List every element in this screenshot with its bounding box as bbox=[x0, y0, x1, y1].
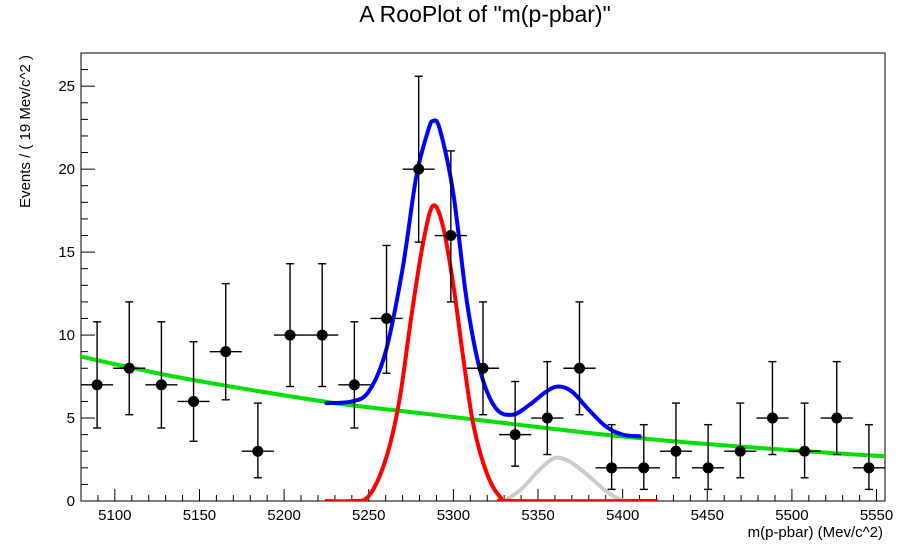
data-marker bbox=[188, 395, 200, 407]
data-point bbox=[306, 263, 339, 388]
chart-title: A RooPlot of "m(p-pbar)" bbox=[359, 1, 611, 27]
data-point bbox=[209, 282, 242, 401]
data-point bbox=[531, 360, 564, 456]
y-tick-label: 15 bbox=[58, 244, 75, 261]
data-marker bbox=[348, 379, 360, 391]
data-marker bbox=[477, 362, 489, 374]
x-tick-label: 5200 bbox=[267, 507, 300, 524]
data-point bbox=[113, 301, 146, 416]
x-tick-label: 5300 bbox=[437, 507, 470, 524]
x-tick-label: 5450 bbox=[691, 507, 724, 524]
y-tick-label: 25 bbox=[58, 78, 75, 95]
data-point bbox=[466, 301, 500, 416]
data-point bbox=[788, 402, 821, 479]
x-tick-label: 5400 bbox=[606, 507, 639, 524]
x-tick-label: 5100 bbox=[98, 507, 131, 524]
data-marker bbox=[445, 230, 457, 242]
background-curve bbox=[81, 354, 885, 459]
y-tick-label: 0 bbox=[67, 493, 75, 510]
data-marker bbox=[606, 462, 618, 474]
data-marker bbox=[413, 163, 425, 175]
x-tick-label: 5350 bbox=[521, 507, 554, 524]
data-point bbox=[563, 301, 596, 416]
data-marker bbox=[220, 346, 232, 358]
data-marker bbox=[799, 445, 811, 457]
data-marker bbox=[863, 462, 875, 474]
axes: 5100 5150 5200 5250 5300 5350 5400 5450 5500 5550… bbox=[58, 69, 893, 524]
data-point bbox=[370, 244, 403, 374]
x-tick-label: 5150 bbox=[183, 507, 216, 524]
data-marker bbox=[573, 362, 585, 374]
data-marker bbox=[670, 445, 682, 457]
data-marker bbox=[638, 462, 650, 474]
x-axis-label: m(p-pbar) (Mev/c^2) bbox=[748, 524, 883, 541]
data-point bbox=[81, 321, 114, 429]
data-marker bbox=[702, 462, 714, 474]
data-point bbox=[273, 263, 307, 388]
data-point bbox=[692, 423, 725, 491]
data-point bbox=[499, 380, 532, 467]
data-point bbox=[402, 75, 435, 243]
data-point bbox=[756, 360, 789, 456]
data-marker bbox=[734, 445, 746, 457]
data-marker bbox=[766, 412, 778, 424]
data-point bbox=[177, 341, 210, 442]
data-point bbox=[627, 423, 660, 491]
x-tick-label: 5550 bbox=[860, 507, 893, 524]
data-point bbox=[145, 321, 178, 429]
data-point bbox=[434, 150, 467, 303]
data-point bbox=[595, 423, 628, 491]
y-axis-label: Events / ( 19 Mev/c^2 ) bbox=[17, 55, 34, 208]
x-tick-label: 5250 bbox=[352, 507, 385, 524]
data-marker bbox=[91, 379, 103, 391]
data-point bbox=[852, 423, 885, 491]
signal-curve bbox=[324, 203, 659, 501]
data-marker bbox=[509, 429, 521, 441]
fit-curves bbox=[81, 118, 885, 501]
secondary-signal-curve bbox=[502, 455, 642, 501]
plot-frame bbox=[80, 52, 886, 502]
data-marker bbox=[284, 329, 296, 341]
data-marker bbox=[316, 329, 328, 341]
data-marker bbox=[831, 412, 843, 424]
y-tick-label: 5 bbox=[67, 410, 75, 427]
data-point bbox=[338, 321, 371, 429]
x-tick-label: 5500 bbox=[775, 507, 808, 524]
data-marker bbox=[541, 412, 553, 424]
data-point bbox=[241, 402, 274, 479]
data-marker bbox=[155, 379, 167, 391]
data-marker bbox=[123, 362, 135, 374]
y-tick-label: 20 bbox=[58, 161, 75, 178]
data-point bbox=[820, 360, 853, 456]
data-point bbox=[659, 402, 693, 479]
data-points bbox=[81, 75, 885, 491]
total-fit-curve bbox=[324, 118, 642, 439]
data-point bbox=[724, 402, 757, 479]
y-tick-label: 10 bbox=[58, 327, 75, 344]
data-marker bbox=[381, 312, 393, 324]
data-marker bbox=[252, 445, 264, 457]
